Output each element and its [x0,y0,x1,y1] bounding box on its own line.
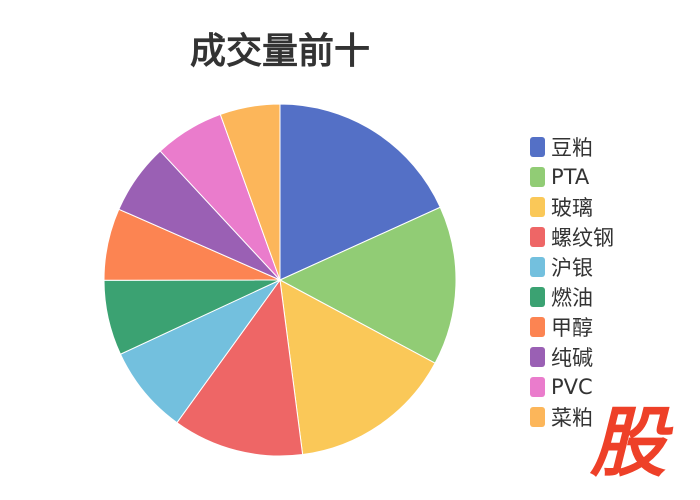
legend-swatch [530,137,545,157]
legend-item[interactable]: 豆粕 [530,132,614,162]
legend-item[interactable]: PVC [530,372,614,402]
legend-label: PVC [551,375,593,399]
legend-item[interactable]: PTA [530,162,614,192]
legend-item[interactable]: 纯碱 [530,342,614,372]
legend: 豆粕 PTA 玻璃螺纹钢沪银燃油甲醇纯碱 PVC 菜粕 [530,132,614,432]
legend-swatch [530,377,545,397]
legend-swatch [530,197,545,217]
legend-label: 甲醇 [551,316,593,340]
legend-item[interactable]: 甲醇 [530,312,614,342]
legend-label: 纯碱 [551,346,593,370]
legend-item[interactable]: 菜粕 [530,402,614,432]
legend-label: PTA [551,165,590,189]
legend-item[interactable]: 螺纹钢 [530,222,614,252]
legend-item[interactable]: 燃油 [530,282,614,312]
chart-title: 成交量前十 [189,31,370,72]
legend-swatch [530,407,545,427]
pie-slice-豆粕[interactable] [279,103,441,281]
legend-label: 沪银 [551,256,593,280]
pie-slice-PTA[interactable] [278,206,457,364]
pie-slice-菜粕[interactable] [219,103,281,281]
legend-item[interactable]: 沪银 [530,252,614,282]
pie-slice-沪银[interactable] [119,278,282,424]
pie-slice-螺纹钢[interactable] [176,278,304,457]
legend-label: 菜粕 [551,406,593,430]
legend-swatch [530,287,545,307]
logo: 股 [590,398,666,487]
legend-swatch [530,167,545,187]
legend-swatch [530,347,545,367]
legend-label: 燃油 [551,286,593,310]
pie-slice-玻璃[interactable] [279,279,436,456]
legend-label: 玻璃 [551,196,593,220]
legend-label: 豆粕 [551,136,593,160]
legend-swatch [530,317,545,337]
legend-label: 螺纹钢 [551,226,614,250]
legend-swatch [530,257,545,277]
legend-swatch [530,227,545,247]
legend-item[interactable]: 玻璃 [530,192,614,222]
